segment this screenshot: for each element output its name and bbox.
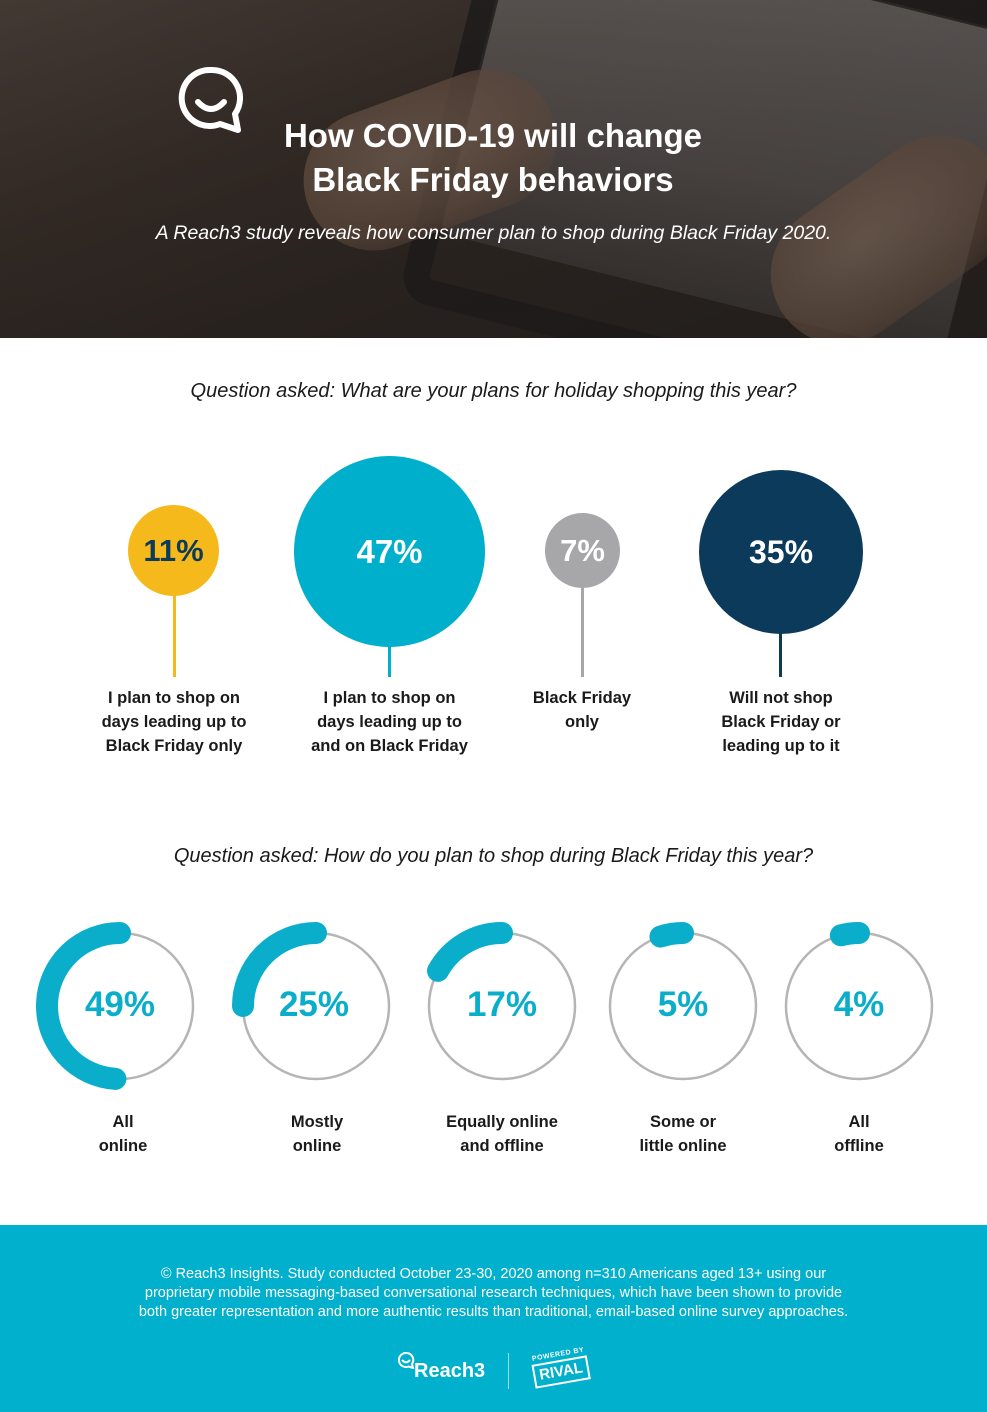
footer-brand-reach3: Reach3 (414, 1360, 486, 1382)
donut-chart-group (36, 922, 934, 1090)
donut-value-3: 5% (657, 985, 709, 1024)
donut-value-1: 25% (278, 985, 350, 1024)
bubble-label-1: I plan to shop on days leading up to and o… (311, 689, 468, 755)
hero-title-line2: Black Friday behaviors (312, 161, 674, 198)
donut-label-1: Mostly online (290, 1113, 344, 1155)
rival-badge: POWERED BY RIVAL (530, 1346, 592, 1395)
bubble-value-1: 47% (356, 532, 423, 570)
bubble-1: 47% (294, 456, 485, 647)
donut-label-3: Some or little online (639, 1113, 727, 1155)
hero-title-line1: How COVID-19 will change (283, 117, 703, 154)
donut-value-2: 17% (466, 985, 538, 1024)
donut-arc-3 (649, 922, 694, 948)
bubble-stem-1 (388, 645, 391, 677)
footer-divider (508, 1353, 509, 1389)
footer-disclaimer: © Reach3 Insights. Study conducted Octob… (138, 1266, 849, 1320)
bubble-stem-0 (173, 594, 176, 677)
bubble-3: 35% (699, 470, 863, 634)
bubble-value-0: 11% (143, 532, 204, 568)
bubble-stem-3 (779, 632, 782, 677)
bubble-value-3: 35% (748, 533, 814, 570)
bubble-stem-2 (581, 586, 584, 677)
reach3-small-logo-icon (397, 1351, 415, 1369)
bubble-2: 7% (545, 513, 620, 588)
hero-subtitle: A Reach3 study reveals how consumer plan… (155, 222, 832, 244)
bubble-label-0: I plan to shop on days leading up to Black… (101, 689, 247, 755)
footer: © Reach3 Insights. Study conducted Octob… (0, 1225, 987, 1412)
reach3-logo-icon (178, 66, 244, 133)
donut-label-2: Equally online and offline (446, 1113, 558, 1155)
question-1: Question asked: What are your plans for … (190, 380, 797, 402)
donut-label-0: All online (98, 1113, 148, 1155)
donut-arc-0 (36, 922, 131, 1090)
hero-overlay (0, 0, 987, 338)
bubble-value-2: 7% (560, 532, 605, 568)
bubble-label-3: Will not shop Black Friday or leading up t… (721, 689, 841, 755)
donut-value-0: 49% (84, 985, 156, 1024)
donut-label-4: All offline (834, 1113, 884, 1155)
donut-arc-4 (829, 922, 870, 947)
bubble-label-2: Black Friday only (532, 689, 632, 731)
bubble-0: 11% (128, 505, 219, 596)
donut-value-4: 4% (833, 985, 885, 1024)
donut-arc-1 (232, 922, 327, 1017)
question-2: Question asked: How do you plan to shop … (173, 845, 814, 867)
hero-banner: How COVID-19 will change Black Friday be… (0, 0, 987, 338)
donut-arc-2 (427, 922, 513, 982)
